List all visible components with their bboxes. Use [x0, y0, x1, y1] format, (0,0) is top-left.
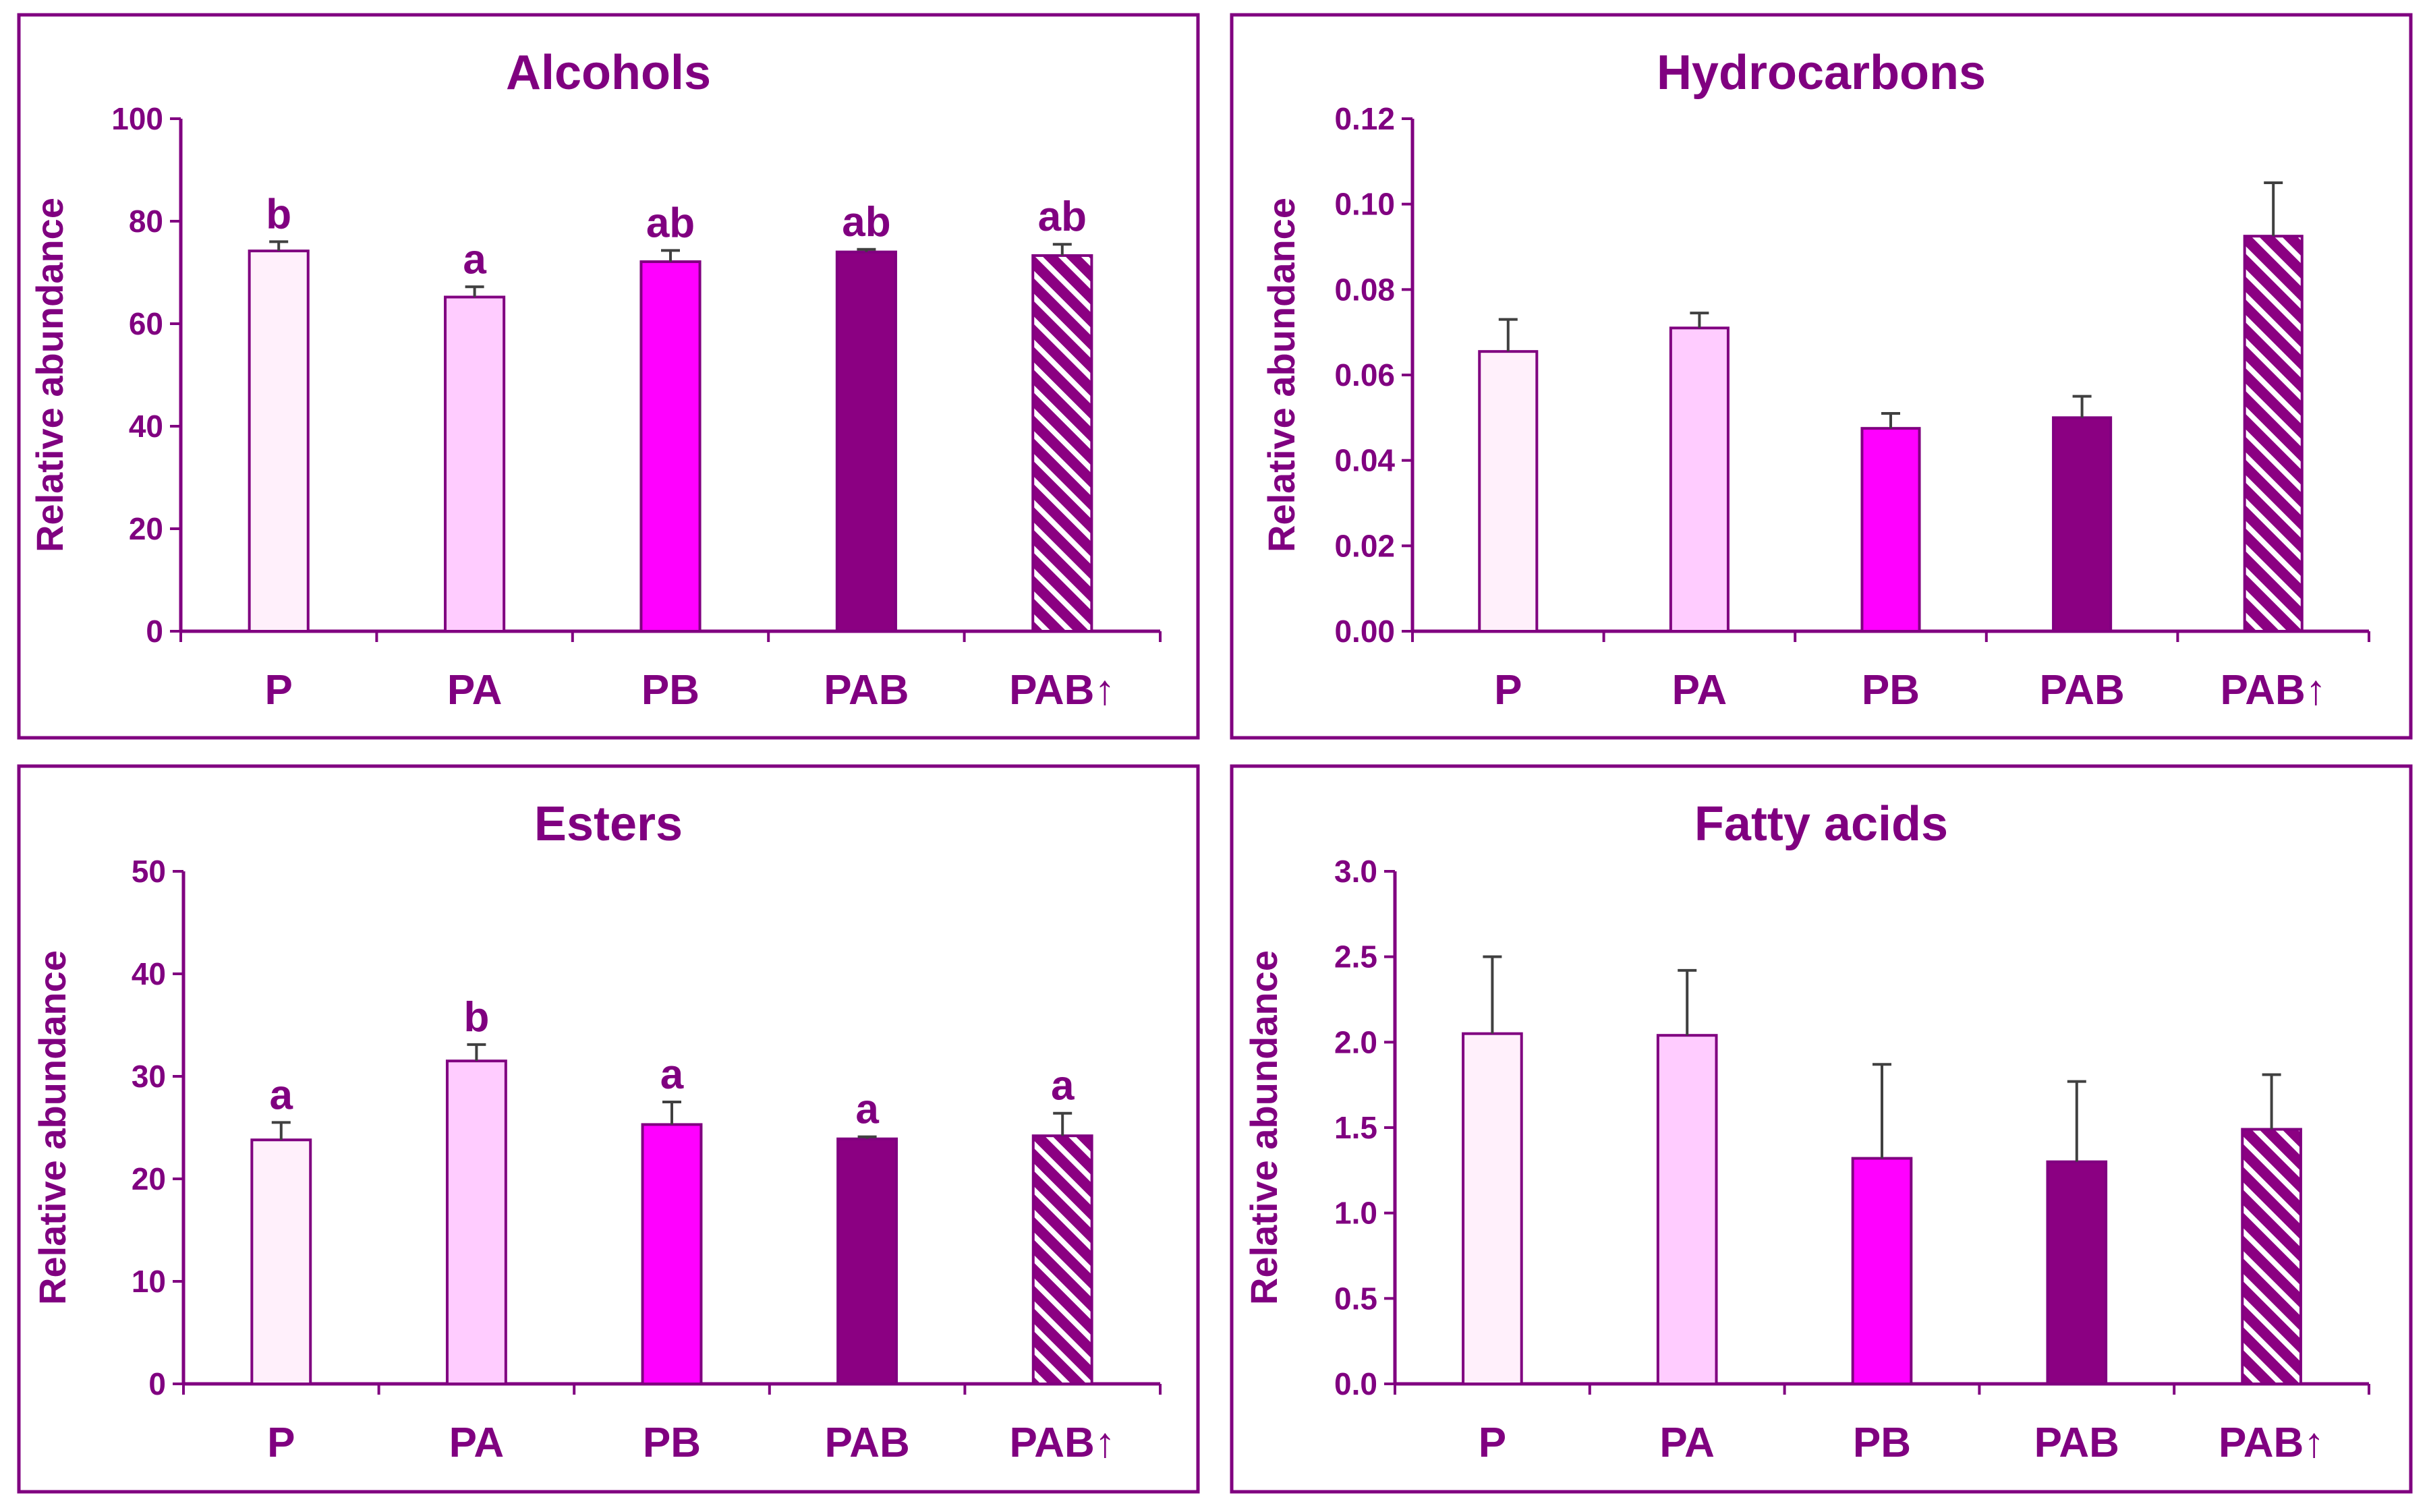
x-tick-label: P	[1494, 667, 1522, 714]
bar-p	[1462, 1032, 1523, 1385]
significance-label: b	[463, 994, 489, 1041]
chart-title: Hydrocarbons	[1657, 46, 1986, 100]
significance-label: a	[463, 236, 486, 283]
significance-label: a	[660, 1051, 684, 1098]
x-tick-label: PB	[1862, 667, 1920, 714]
y-tick-label: 10	[132, 1264, 166, 1299]
x-tick-label: PAB↑	[2219, 1420, 2324, 1466]
y-tick-label: 40	[129, 409, 163, 444]
y-tick-label: 0.02	[1334, 528, 1395, 563]
panel-frame	[17, 764, 1200, 1494]
y-tick-label: 3.0	[1334, 854, 1377, 889]
y-axis-label: Relative abundance	[1260, 198, 1303, 552]
bar-pab-up	[1031, 254, 1093, 633]
y-axis-label: Relative abundance	[31, 950, 74, 1305]
y-tick-label: 0.5	[1334, 1281, 1377, 1316]
y-tick-label: 0.06	[1334, 357, 1395, 392]
y-tick-label: 0	[146, 614, 163, 649]
significance-label: b	[266, 191, 291, 237]
y-tick-label: 0.00	[1334, 614, 1395, 649]
y-tick-label: 0.10	[1334, 187, 1395, 222]
x-tick-label: PAB↑	[2221, 667, 2326, 714]
y-tick-label: 0.04	[1334, 443, 1395, 478]
bar-pab	[2046, 1160, 2108, 1385]
bar-p	[248, 250, 310, 633]
y-tick-label: 2.0	[1334, 1024, 1377, 1059]
y-tick-label: 2.5	[1334, 939, 1377, 975]
panel-frame	[1230, 13, 2413, 740]
y-tick-label: 30	[132, 1059, 166, 1094]
x-tick-label: PAB↑	[1010, 1420, 1116, 1466]
chart-panel-3: Esters Relative abundance 0 10 20 30 40 50 a Pb PA…	[17, 764, 1200, 1494]
y-axis-label: Relative abundance	[1242, 950, 1285, 1305]
y-tick-label: 20	[132, 1161, 166, 1196]
bar-p	[1478, 350, 1539, 633]
bar-p	[250, 1138, 312, 1385]
bar-pb	[639, 260, 702, 633]
x-tick-label: P	[265, 667, 293, 714]
y-tick-label: 100	[111, 101, 163, 136]
bar-pb	[1851, 1157, 1913, 1385]
x-tick-label: PA	[449, 1420, 505, 1466]
y-axis-label: Relative abundance	[28, 198, 71, 552]
y-tick-label: 80	[129, 204, 163, 239]
y-tick-label: 0.12	[1334, 101, 1395, 136]
significance-label: ab	[1038, 194, 1087, 240]
x-tick-label: PAB	[2034, 1420, 2119, 1466]
y-tick-label: 40	[132, 956, 166, 991]
y-tick-label: 1.5	[1334, 1110, 1377, 1145]
significance-label: a	[855, 1086, 879, 1133]
y-tick-label: 1.0	[1334, 1196, 1377, 1231]
significance-label: ab	[646, 200, 695, 246]
y-tick-label: 0	[148, 1366, 166, 1401]
x-tick-label: PAB	[2039, 667, 2124, 714]
x-tick-label: P	[1479, 1420, 1506, 1466]
bar-pa	[445, 1059, 507, 1385]
bar-pa	[1656, 1034, 1718, 1385]
x-tick-label: PAB↑	[1009, 667, 1115, 714]
y-tick-label: 20	[129, 511, 163, 546]
bar-pab-up	[1031, 1134, 1093, 1386]
x-tick-label: PA	[447, 667, 503, 714]
bar-pab-up	[2243, 235, 2304, 633]
x-tick-label: PA	[1672, 667, 1727, 714]
chart-panel-1: Alcohols Relative abundance 0 20 40 60 80 100 b P…	[17, 13, 1200, 740]
x-tick-label: P	[267, 1420, 295, 1466]
x-tick-label: PB	[643, 1420, 701, 1466]
bar-pa	[444, 295, 506, 633]
y-tick-label: 50	[132, 854, 166, 889]
bar-pb	[641, 1123, 703, 1385]
chart-panel-2: Hydrocarbons Relative abundance 0.00 0.02 0.…	[1230, 13, 2413, 740]
bar-pa	[1669, 326, 1730, 633]
chart-title: Fatty acids	[1694, 797, 1948, 851]
y-tick-label: 0.0	[1334, 1366, 1377, 1401]
bar-pab	[2052, 416, 2113, 633]
y-tick-label: 60	[129, 306, 163, 341]
bar-pab	[836, 1137, 898, 1385]
significance-label: ab	[842, 199, 890, 245]
bar-pb	[1860, 427, 1921, 633]
significance-label: a	[270, 1072, 293, 1118]
panel-frame	[17, 13, 1200, 740]
x-tick-label: PB	[641, 667, 699, 714]
x-tick-label: PAB	[824, 1420, 909, 1466]
chart-title: Alcohols	[506, 46, 711, 100]
bar-pab-up	[2241, 1128, 2302, 1385]
bar-pab	[835, 250, 897, 633]
chart-title: Esters	[534, 797, 683, 851]
significance-label: a	[1051, 1063, 1075, 1109]
chart-panel-4: Fatty acids Relative abundance 0.0 0.5 1.0 1.…	[1230, 764, 2413, 1494]
panel-frame	[1230, 764, 2413, 1494]
x-tick-label: PAB	[824, 667, 909, 714]
x-tick-label: PA	[1659, 1420, 1715, 1466]
y-tick-label: 0.08	[1334, 272, 1395, 307]
x-tick-label: PB	[1853, 1420, 1911, 1466]
